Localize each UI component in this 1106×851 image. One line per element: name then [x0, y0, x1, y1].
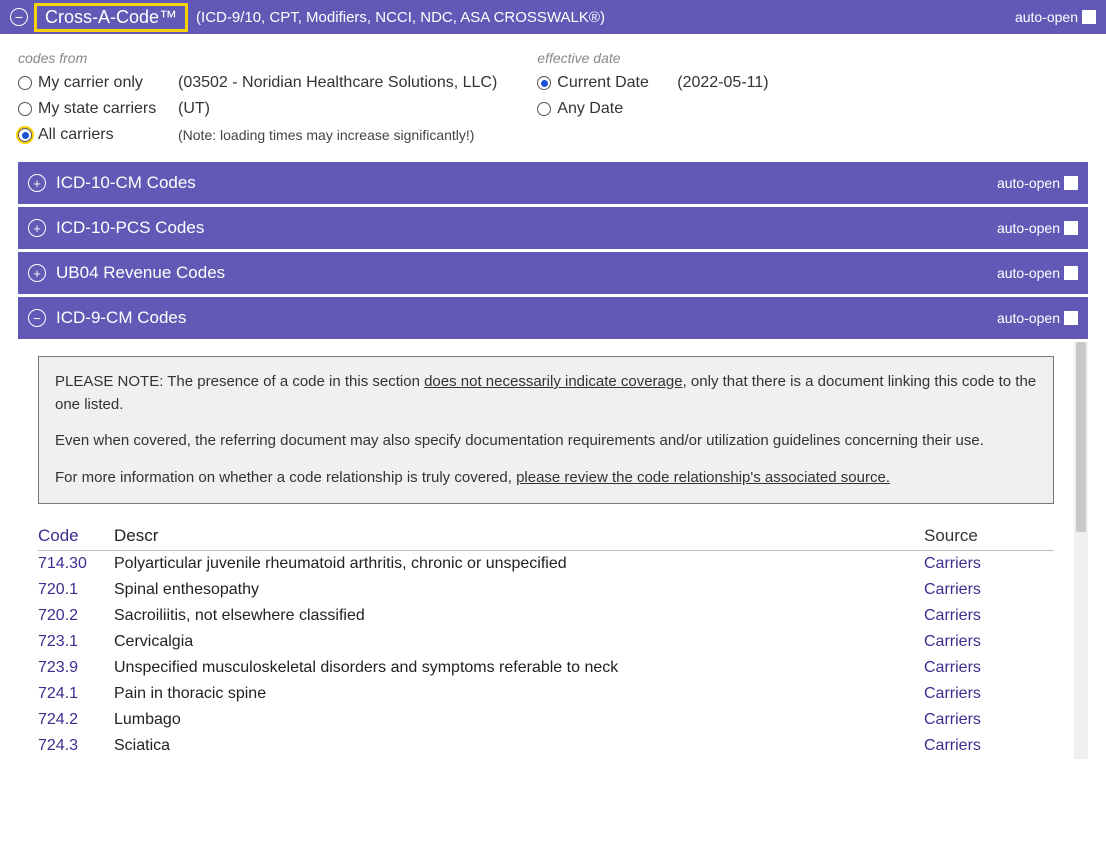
auto-open-label: auto-open: [997, 175, 1060, 191]
section-icd9cm[interactable]: − ICD-9-CM Codes auto-open: [18, 297, 1088, 339]
codes-from-option-all[interactable]: All carriers (Note: loading times may in…: [18, 126, 497, 144]
auto-open-label: auto-open: [997, 220, 1060, 236]
scrollbar-thumb[interactable]: [1076, 342, 1086, 532]
auto-open-label: auto-open: [997, 265, 1060, 281]
code-descr: Unspecified musculoskeletal disorders an…: [114, 655, 924, 681]
option-detail: (03502 - Noridian Healthcare Solutions, …: [178, 74, 497, 92]
source-link[interactable]: Carriers: [924, 603, 1054, 629]
table-row: 714.30Polyarticular juvenile rheumatoid …: [38, 551, 1054, 578]
source-link[interactable]: Carriers: [924, 655, 1054, 681]
col-header-code: Code: [38, 522, 114, 551]
note-text: PLEASE NOTE: The presence of a code in t…: [55, 373, 424, 390]
section-title: ICD-10-CM Codes: [56, 173, 196, 193]
source-link[interactable]: Carriers: [924, 681, 1054, 707]
section-ub04[interactable]: + UB04 Revenue Codes auto-open: [18, 252, 1088, 294]
page-title: Cross-A-Code™: [34, 3, 188, 32]
code-link[interactable]: 723.1: [38, 629, 114, 655]
radio-icon[interactable]: [18, 128, 32, 142]
effective-date-column: effective date Current Date (2022-05-11)…: [537, 50, 768, 152]
codes-from-column: codes from My carrier only (03502 - Nori…: [18, 50, 497, 152]
table-row: 724.1Pain in thoracic spineCarriers: [38, 681, 1054, 707]
auto-open-checkbox[interactable]: [1064, 311, 1078, 325]
code-link[interactable]: 714.30: [38, 551, 114, 578]
coverage-note: PLEASE NOTE: The presence of a code in t…: [38, 356, 1054, 504]
table-row: 720.2Sacroiliitis, not elsewhere classif…: [38, 603, 1054, 629]
auto-open-checkbox[interactable]: [1064, 221, 1078, 235]
note-link[interactable]: please review the code relationship's as…: [516, 469, 890, 486]
note-underline: does not necessarily indicate coverage: [424, 373, 683, 390]
code-descr: Polyarticular juvenile rheumatoid arthri…: [114, 551, 924, 578]
auto-open-checkbox[interactable]: [1064, 176, 1078, 190]
section-title: ICD-10-PCS Codes: [56, 218, 204, 238]
radio-icon[interactable]: [18, 76, 32, 90]
code-descr: Lumbago: [114, 707, 924, 733]
radio-icon[interactable]: [537, 102, 551, 116]
codes-table: Code Descr Source 714.30Polyarticular ju…: [38, 522, 1054, 759]
section-title: UB04 Revenue Codes: [56, 263, 225, 283]
filters-panel: codes from My carrier only (03502 - Nori…: [0, 34, 1106, 162]
source-link[interactable]: Carriers: [924, 551, 1054, 578]
auto-open-label: auto-open: [997, 310, 1060, 326]
expand-icon[interactable]: +: [28, 264, 46, 282]
source-link[interactable]: Carriers: [924, 577, 1054, 603]
code-descr: Spinal enthesopathy: [114, 577, 924, 603]
scrollbar[interactable]: [1074, 342, 1088, 759]
auto-open-checkbox[interactable]: [1064, 266, 1078, 280]
effective-date-option-any[interactable]: Any Date: [537, 100, 768, 118]
option-label: Current Date: [557, 74, 677, 92]
option-label: All carriers: [38, 126, 178, 144]
table-row: 723.1CervicalgiaCarriers: [38, 629, 1054, 655]
icd9-content: PLEASE NOTE: The presence of a code in t…: [18, 342, 1088, 759]
code-link[interactable]: 723.9: [38, 655, 114, 681]
auto-open-checkbox[interactable]: [1082, 10, 1096, 24]
radio-icon[interactable]: [18, 102, 32, 116]
option-note: (Note: loading times may increase signif…: [178, 127, 474, 143]
codes-from-option-carrier[interactable]: My carrier only (03502 - Noridian Health…: [18, 74, 497, 92]
code-link[interactable]: 724.2: [38, 707, 114, 733]
option-label: Any Date: [557, 100, 677, 118]
codes-from-label: codes from: [18, 50, 497, 66]
code-descr: Sacroiliitis, not elsewhere classified: [114, 603, 924, 629]
option-detail: (UT): [178, 100, 210, 118]
code-link[interactable]: 724.3: [38, 733, 114, 759]
table-row: 723.9Unspecified musculoskeletal disorde…: [38, 655, 1054, 681]
note-text: For more information on whether a code r…: [55, 469, 516, 486]
table-row: 720.1Spinal enthesopathyCarriers: [38, 577, 1054, 603]
code-link[interactable]: 720.2: [38, 603, 114, 629]
effective-date-label: effective date: [537, 50, 768, 66]
source-link[interactable]: Carriers: [924, 629, 1054, 655]
main-header: − Cross-A-Code™ (ICD-9/10, CPT, Modifier…: [0, 0, 1106, 34]
source-link[interactable]: Carriers: [924, 707, 1054, 733]
code-link[interactable]: 720.1: [38, 577, 114, 603]
page-subtitle: (ICD-9/10, CPT, Modifiers, NCCI, NDC, AS…: [196, 9, 605, 26]
expand-icon[interactable]: +: [28, 174, 46, 192]
codes-from-option-state[interactable]: My state carriers (UT): [18, 100, 497, 118]
table-row: 724.2LumbagoCarriers: [38, 707, 1054, 733]
collapse-icon[interactable]: −: [10, 8, 28, 26]
col-header-descr: Descr: [114, 522, 924, 551]
code-descr: Sciatica: [114, 733, 924, 759]
note-text: Even when covered, the referring documen…: [55, 430, 1037, 453]
option-label: My carrier only: [38, 74, 178, 92]
section-icd10pcs[interactable]: + ICD-10-PCS Codes auto-open: [18, 207, 1088, 249]
col-header-source: Source: [924, 522, 1054, 551]
expand-icon[interactable]: +: [28, 219, 46, 237]
table-row: 724.3SciaticaCarriers: [38, 733, 1054, 759]
option-label: My state carriers: [38, 100, 178, 118]
auto-open-label: auto-open: [1015, 9, 1078, 25]
source-link[interactable]: Carriers: [924, 733, 1054, 759]
option-detail: (2022-05-11): [677, 74, 768, 92]
code-descr: Cervicalgia: [114, 629, 924, 655]
code-descr: Pain in thoracic spine: [114, 681, 924, 707]
effective-date-option-current[interactable]: Current Date (2022-05-11): [537, 74, 768, 92]
section-icd10cm[interactable]: + ICD-10-CM Codes auto-open: [18, 162, 1088, 204]
code-link[interactable]: 724.1: [38, 681, 114, 707]
collapse-icon[interactable]: −: [28, 309, 46, 327]
radio-icon[interactable]: [537, 76, 551, 90]
section-title: ICD-9-CM Codes: [56, 308, 186, 328]
